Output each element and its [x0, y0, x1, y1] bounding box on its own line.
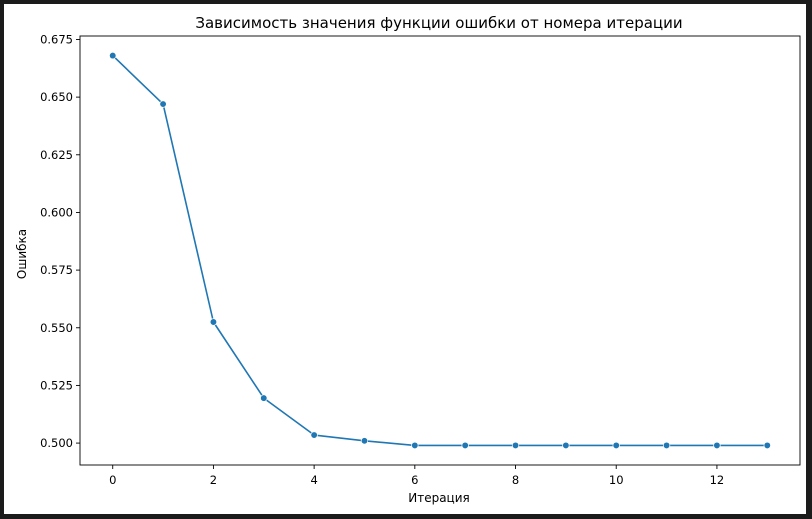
data-point — [662, 441, 671, 450]
data-point — [360, 437, 369, 445]
data-point — [562, 441, 570, 450]
chart-figure: Зависимость значения функции ошибки от н… — [4, 4, 806, 514]
chart-title: Зависимость значения функции ошибки от н… — [195, 14, 682, 32]
data-point — [763, 441, 771, 450]
data-point — [260, 394, 268, 402]
data-point — [612, 441, 620, 450]
x-tick-label: 8 — [512, 473, 519, 487]
data-point — [411, 441, 419, 450]
y-tick-label: 0.675 — [40, 32, 73, 46]
x-tick-label: 10 — [609, 473, 624, 487]
y-tick-label: 0.550 — [40, 321, 73, 335]
x-tick-label: 6 — [411, 473, 418, 487]
y-tick-label: 0.625 — [40, 148, 73, 162]
y-tick-label: 0.500 — [40, 436, 73, 450]
y-axis-label: Ошибка — [15, 229, 29, 279]
y-tick-label: 0.650 — [40, 90, 73, 104]
data-point — [310, 431, 318, 439]
y-tick-label: 0.575 — [40, 263, 73, 277]
data-point — [209, 318, 218, 326]
x-axis-label: Итерация — [408, 491, 470, 505]
plot-area: 0 2 4 6 8 10 12 0.500 0.525 0.550 0.575 0.600 0.625 0… — [40, 32, 801, 487]
x-tick-label: 12 — [710, 473, 725, 487]
data-point — [461, 441, 469, 450]
x-tick-label: 4 — [310, 473, 317, 487]
series-line — [112, 55, 768, 447]
y-tick-label: 0.525 — [40, 378, 73, 392]
x-tick-label: 2 — [210, 473, 217, 487]
y-tick-label: 0.600 — [40, 205, 73, 219]
data-point — [713, 441, 721, 450]
data-point — [159, 100, 167, 108]
x-tick-label: 0 — [109, 473, 116, 487]
chart-svg: Зависимость значения функции ошибки от н… — [15, 14, 801, 505]
plot-frame — [79, 35, 801, 466]
data-point — [109, 51, 117, 60]
data-point — [511, 441, 520, 450]
